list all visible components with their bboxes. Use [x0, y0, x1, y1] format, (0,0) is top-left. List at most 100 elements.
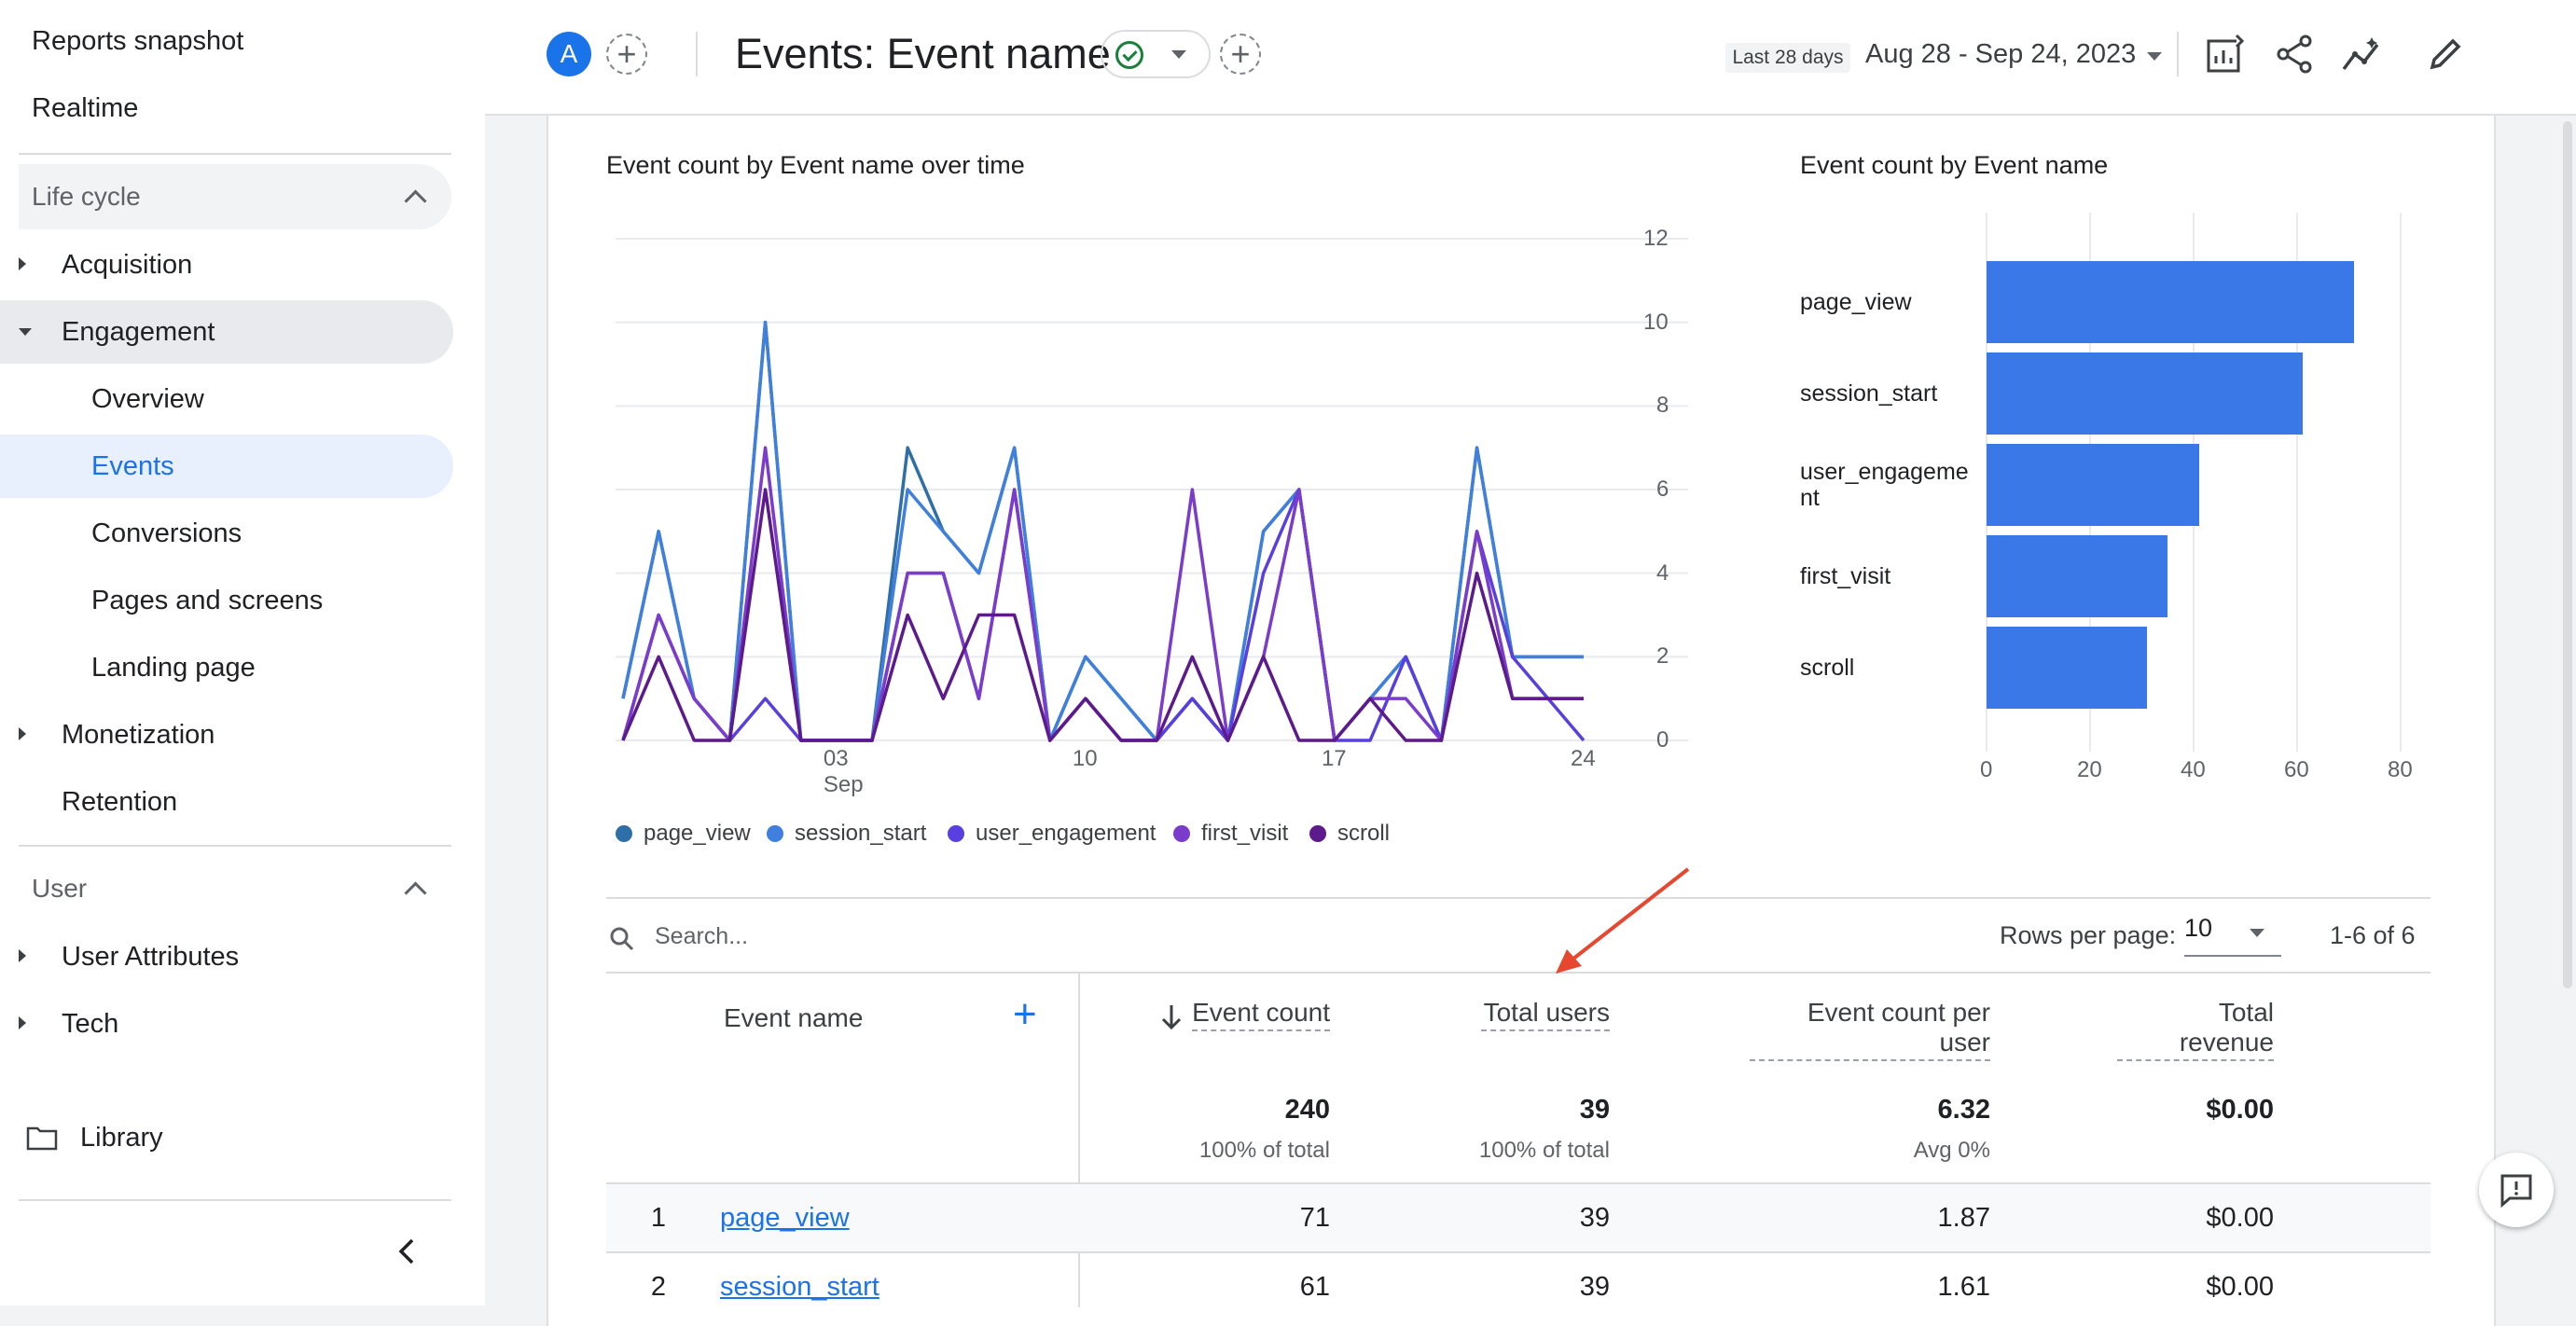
- add-filter-button[interactable]: +: [1220, 34, 1261, 75]
- row-total-users: 39: [1579, 1203, 1610, 1233]
- sidebar-item-library[interactable]: Library: [26, 1106, 163, 1169]
- sidebar-item-landing-page[interactable]: Landing page: [91, 652, 256, 683]
- check-circle-icon: [1115, 41, 1143, 69]
- legend-item[interactable]: scroll: [1309, 821, 1390, 847]
- caret-right-icon[interactable]: [19, 727, 26, 740]
- edit-button[interactable]: [2421, 30, 2470, 78]
- add-dimension-button[interactable]: +: [1013, 991, 1037, 1037]
- legend-item[interactable]: page_view: [616, 821, 751, 847]
- avatar[interactable]: A: [547, 32, 591, 76]
- date-range-picker[interactable]: Aug 28 - Sep 24, 2023: [1865, 39, 2137, 69]
- series-line-user-engagement[interactable]: [621, 488, 1586, 742]
- legend-item[interactable]: first_visit: [1173, 821, 1288, 847]
- chevron-up-icon: [404, 188, 427, 213]
- total-event-count: 240: [1284, 1095, 1330, 1125]
- legend-label: session_start: [795, 821, 927, 846]
- sidebar-section-label: Life cycle: [32, 182, 141, 211]
- total-users-percent: 100% of total: [1478, 1138, 1610, 1163]
- bar-first-visit[interactable]: [1987, 535, 2168, 617]
- caret-right-icon[interactable]: [19, 257, 26, 270]
- header-total-revenue[interactable]: Total revenue: [2117, 998, 2274, 1061]
- header-total-users[interactable]: Total users: [1481, 998, 1610, 1031]
- sidebar-divider: [19, 1199, 451, 1201]
- caret-right-icon[interactable]: [19, 949, 26, 962]
- rows-per-page-value: 10: [2184, 914, 2213, 942]
- x-tick-label: 10: [1072, 746, 1098, 771]
- header-event-count[interactable]: Event count: [1192, 998, 1330, 1031]
- total-per-user-average: Avg 0%: [1913, 1138, 1990, 1163]
- row-event-count: 61: [1299, 1272, 1330, 1302]
- y-tick-label: 4: [1656, 559, 1669, 586]
- page-scrollbar[interactable]: [2563, 121, 2572, 988]
- share-button[interactable]: [2270, 30, 2319, 78]
- sidebar-item-acquisition[interactable]: Acquisition: [62, 249, 193, 280]
- sort-descending-icon[interactable]: [1160, 1003, 1183, 1031]
- search-input[interactable]: Search...: [655, 923, 749, 949]
- table-row-divider: [606, 1182, 2431, 1184]
- bar-category-label: user_engagement: [1800, 459, 1969, 511]
- customize-report-button[interactable]: [2201, 30, 2250, 78]
- y-tick-label: 2: [1656, 643, 1669, 670]
- legend-dot: [767, 825, 783, 842]
- caret-right-icon[interactable]: [19, 1016, 26, 1029]
- sidebar-item-realtime[interactable]: Realtime: [32, 92, 139, 123]
- bar-category-label: page_view: [1800, 289, 1912, 315]
- header-event-count-per-user[interactable]: Event count per user: [1750, 998, 1990, 1061]
- caret-down-icon[interactable]: [19, 328, 32, 336]
- status-dropdown[interactable]: [1101, 30, 1211, 78]
- collapse-sidebar-button[interactable]: [390, 1231, 423, 1272]
- legend-item[interactable]: session_start: [767, 821, 926, 847]
- sidebar-item-user-attributes[interactable]: User Attributes: [62, 941, 240, 972]
- bar-scroll[interactable]: [1987, 627, 2148, 709]
- insights-icon: [2342, 37, 2379, 71]
- series-line-scroll[interactable]: [621, 488, 1584, 742]
- sidebar-section-user[interactable]: User: [19, 856, 451, 921]
- sidebar-divider: [19, 153, 451, 155]
- row-event-link[interactable]: session_start: [720, 1272, 879, 1302]
- sidebar-item-retention[interactable]: Retention: [62, 786, 178, 817]
- table-column-divider: [1078, 972, 1080, 1307]
- share-icon: [2277, 35, 2312, 74]
- sidebar-item-conversions[interactable]: Conversions: [91, 518, 242, 548]
- bar-x-tick-label: 60: [2284, 757, 2309, 782]
- sidebar-item-events[interactable]: Events: [0, 435, 453, 498]
- sidebar-item-tech[interactable]: Tech: [62, 1008, 119, 1039]
- y-tick-label: 6: [1656, 477, 1669, 502]
- legend-dot: [616, 825, 632, 842]
- header-event-name[interactable]: Event name: [724, 1003, 864, 1032]
- feedback-button[interactable]: [2479, 1153, 2554, 1227]
- sidebar-divider: [19, 845, 451, 847]
- sidebar-item-monetization[interactable]: Monetization: [62, 719, 215, 750]
- total-revenue: $0.00: [2206, 1095, 2274, 1125]
- legend-label: user_engagement: [976, 821, 1156, 846]
- table-row[interactable]: [606, 1184, 2431, 1251]
- legend-item[interactable]: user_engagement: [948, 821, 1156, 847]
- header-divider: [696, 32, 698, 76]
- row-revenue: $0.00: [2206, 1272, 2274, 1302]
- sidebar-section-lifecycle[interactable]: Life cycle: [19, 164, 451, 229]
- legend-dot: [1309, 825, 1326, 842]
- sidebar-item-reports-snapshot[interactable]: Reports snapshot: [32, 25, 244, 56]
- sidebar-section-label: User: [32, 874, 88, 903]
- bar-category-label: scroll: [1800, 655, 1855, 681]
- bar-page-view[interactable]: [1987, 261, 2355, 343]
- search-icon: [610, 927, 634, 951]
- rows-per-page-label: Rows per page:: [2000, 921, 2177, 949]
- row-event-link[interactable]: page_view: [720, 1203, 850, 1233]
- line-chart: [616, 238, 1688, 742]
- row-event-count: 71: [1299, 1203, 1330, 1233]
- sidebar-item-overview[interactable]: Overview: [91, 383, 204, 414]
- page-title: Events: Event name: [735, 30, 1111, 77]
- caret-down-icon[interactable]: [2147, 52, 2162, 61]
- bar-user-engagement[interactable]: [1987, 444, 2199, 526]
- insights-button[interactable]: [2337, 30, 2386, 78]
- rows-per-page-select[interactable]: 10: [2184, 914, 2281, 957]
- add-comparison-button[interactable]: +: [606, 34, 647, 75]
- series-line-session-start[interactable]: [621, 320, 1584, 742]
- sidebar-item-engagement[interactable]: Engagement: [0, 300, 453, 364]
- top-bar: [485, 0, 2576, 116]
- table-toolbar-divider: [606, 897, 2431, 899]
- bar-session-start[interactable]: [1987, 352, 2303, 435]
- line-chart-title: Event count by Event name over time: [606, 151, 1025, 179]
- sidebar-item-pages-and-screens[interactable]: Pages and screens: [91, 585, 324, 615]
